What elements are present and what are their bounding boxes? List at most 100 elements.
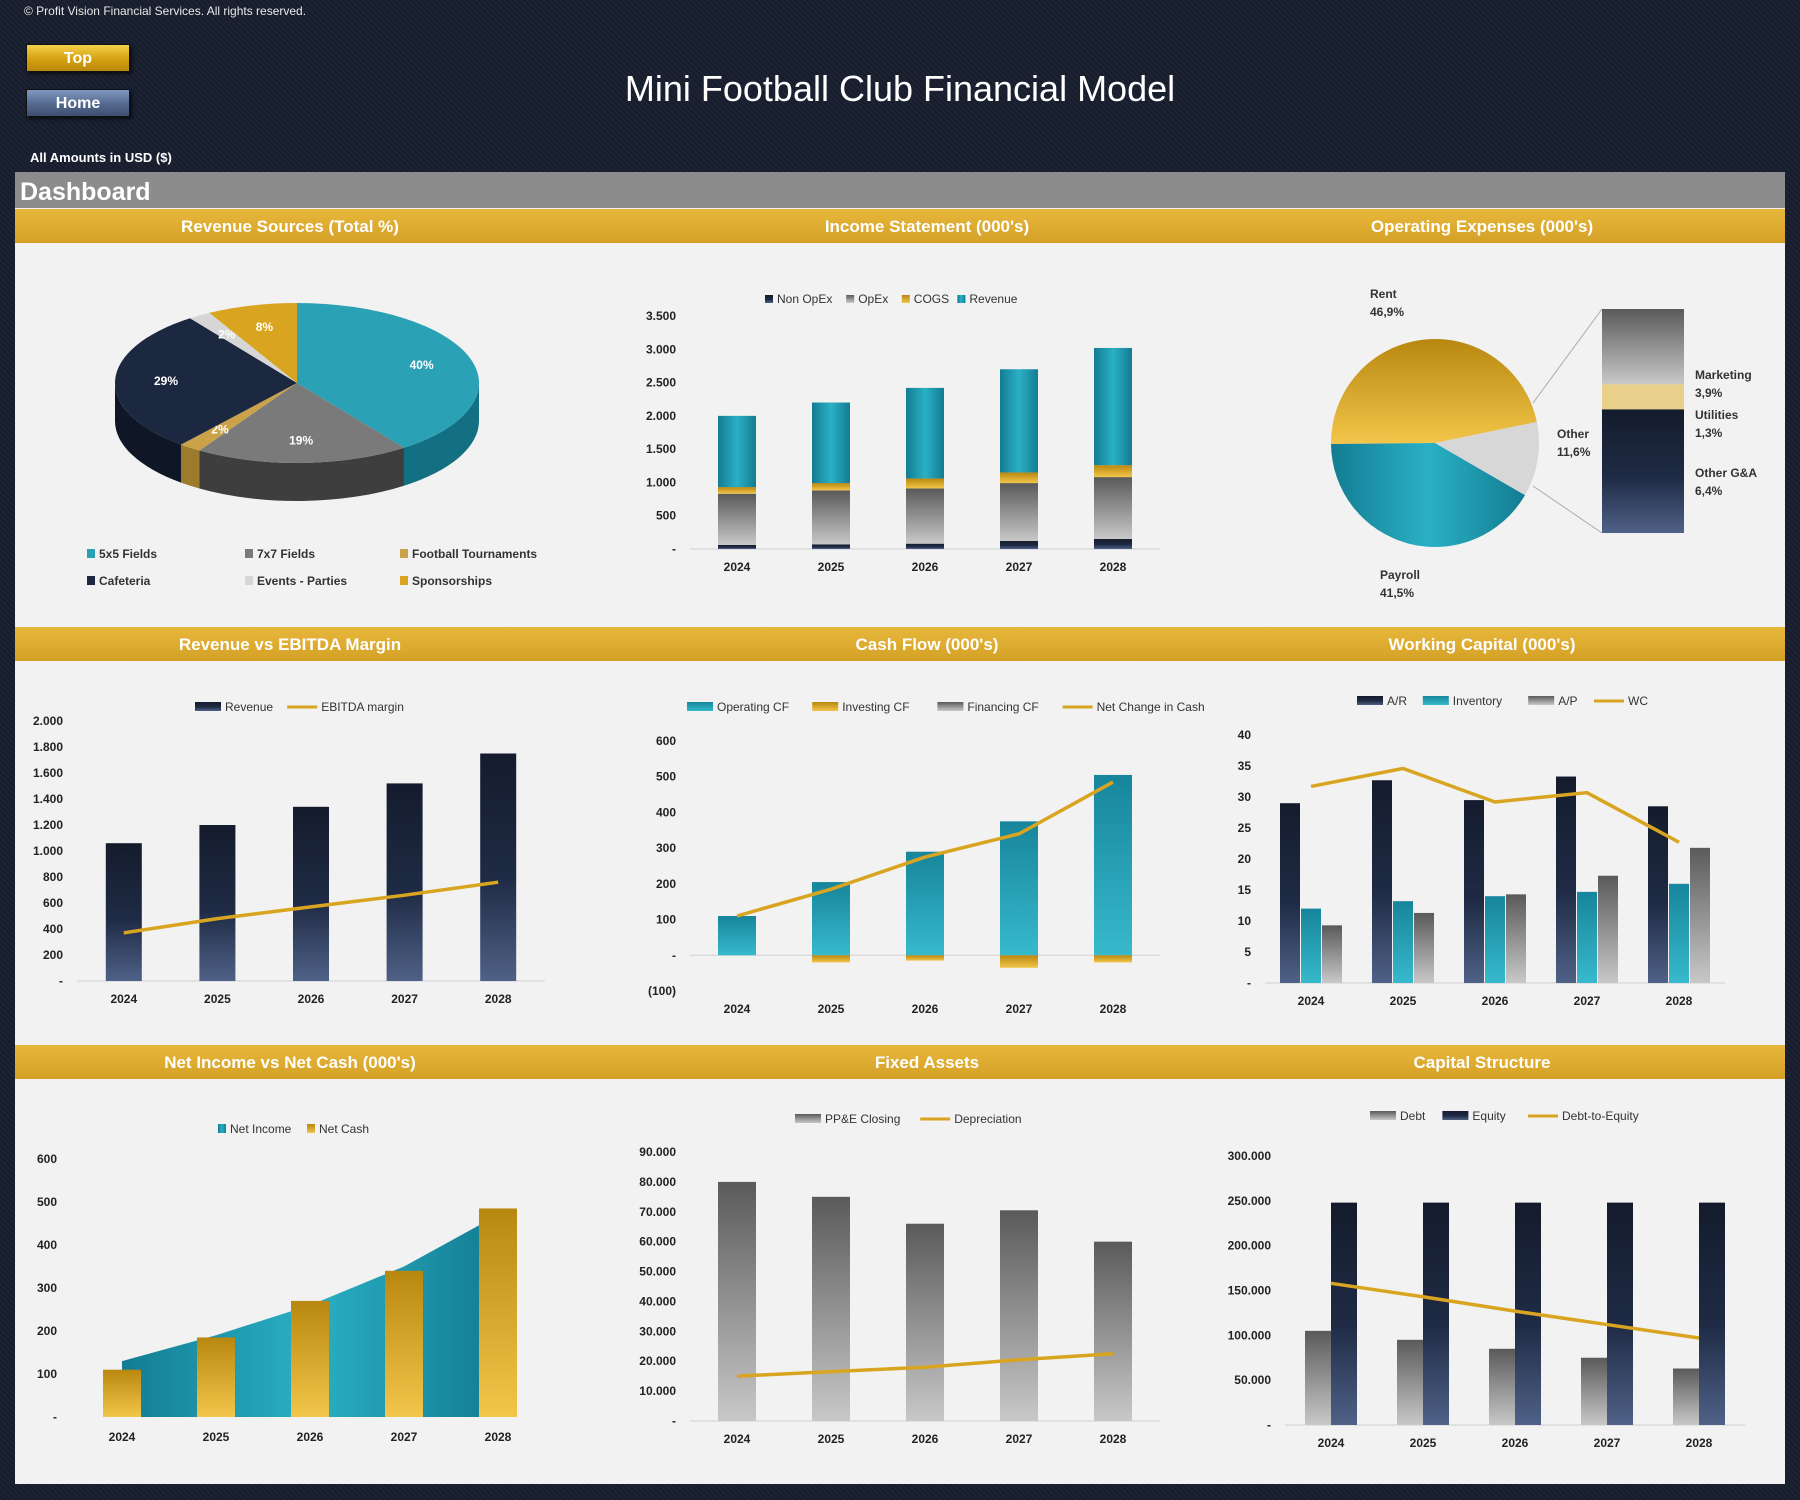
currency-note: All Amounts in USD ($) bbox=[30, 150, 172, 165]
pie-slice bbox=[190, 312, 297, 383]
pie-value-label: 41,5% bbox=[1380, 586, 1414, 600]
y-tick-label: 50.000 bbox=[1234, 1373, 1271, 1387]
bar-operating-cf bbox=[718, 916, 756, 956]
legend-swatch bbox=[812, 702, 839, 711]
y-tick-label: 30 bbox=[1238, 790, 1252, 804]
bar-equity bbox=[1331, 1202, 1357, 1425]
bar-opex bbox=[1000, 483, 1038, 542]
bar-revenue bbox=[105, 843, 142, 981]
bar-debt bbox=[1305, 1330, 1331, 1425]
bar-pp-e-closing bbox=[906, 1223, 944, 1421]
x-tick-label: 2027 bbox=[1594, 1436, 1621, 1450]
bar-a-p bbox=[1414, 912, 1434, 983]
x-tick-label: 2024 bbox=[109, 1430, 136, 1444]
pie-value-label: 1,3% bbox=[1695, 426, 1723, 440]
bar-net-cash bbox=[291, 1300, 329, 1417]
section-bar-row-3 bbox=[15, 1045, 1785, 1079]
bar-inventory bbox=[1669, 883, 1689, 983]
bar-cogs bbox=[1094, 465, 1132, 478]
section-title-net-income-vs-cash: Net Income vs Net Cash (000's) bbox=[164, 1053, 416, 1072]
bar-cogs bbox=[1000, 472, 1038, 484]
legend-label: OpEx bbox=[858, 292, 888, 306]
y-tick-label: 300.000 bbox=[1228, 1149, 1272, 1163]
bar-debt bbox=[1489, 1348, 1515, 1425]
bar-debt bbox=[1581, 1357, 1607, 1425]
bar-revenue bbox=[293, 806, 329, 981]
section-title-fixed-assets: Fixed Assets bbox=[874, 1053, 980, 1072]
pie-side-slice bbox=[199, 447, 404, 501]
x-tick-label: 2028 bbox=[1686, 1436, 1713, 1450]
connector-line bbox=[1532, 308, 1603, 404]
y-tick-label: 60.000 bbox=[639, 1235, 676, 1249]
y-tick-label: 1.800 bbox=[33, 740, 63, 754]
x-tick-label: 2025 bbox=[204, 992, 231, 1006]
bar-non-opex bbox=[718, 545, 756, 549]
y-tick-label: 1.600 bbox=[33, 766, 63, 780]
bar-segment bbox=[1602, 384, 1684, 410]
x-tick-label: 2025 bbox=[818, 1432, 845, 1446]
line-debt-to-equity bbox=[1330, 1281, 1700, 1340]
x-tick-label: 2026 bbox=[1502, 1436, 1529, 1450]
top-button[interactable]: Top bbox=[26, 44, 130, 72]
bar-investing-cf bbox=[1094, 955, 1132, 963]
legend-swatch bbox=[87, 549, 95, 558]
legend-label: Inventory bbox=[1453, 694, 1502, 708]
y-tick-label: 300 bbox=[656, 841, 676, 855]
bar-cogs bbox=[812, 483, 850, 491]
legend-swatch bbox=[846, 295, 855, 303]
operating-expenses-chart: Rent 46,9% Payroll 41,5% Other 11,6% Marketing… bbox=[1331, 287, 1757, 600]
legend-swatch bbox=[937, 702, 964, 711]
bar-pp-e-closing bbox=[1094, 1241, 1132, 1421]
bar-opex bbox=[812, 490, 850, 545]
legend-swatch bbox=[765, 295, 773, 303]
y-tick-label: - bbox=[1247, 976, 1251, 990]
y-tick-label: 2.000 bbox=[33, 714, 63, 728]
pie-category-label: Other bbox=[1557, 427, 1589, 441]
x-tick-label: 2025 bbox=[1410, 1436, 1437, 1450]
pie-value-label: 40% bbox=[410, 358, 434, 372]
legend-label: WC bbox=[1628, 694, 1648, 708]
dashboard-header-bar bbox=[15, 172, 1785, 208]
bar-investing-cf bbox=[1000, 955, 1038, 968]
working-capital-chart: 40 35 30 25 20 15 10 5 - 2024 2025 2026 2027 2028 A/R I… bbox=[1238, 694, 1725, 1008]
y-tick-label: 90.000 bbox=[639, 1145, 676, 1159]
x-tick-label: 2027 bbox=[1574, 994, 1601, 1008]
pie-side-slice bbox=[115, 383, 181, 483]
fixed-assets-chart: 90.000 80.000 70.000 60.000 50.000 40.000 30.0… bbox=[639, 1112, 1160, 1446]
pie-category-label: Rent bbox=[1370, 287, 1397, 301]
dashboard-title: Dashboard bbox=[20, 178, 151, 206]
y-tick-label: 100 bbox=[656, 913, 676, 927]
legend-label: A/P bbox=[1558, 694, 1577, 708]
x-tick-label: 2024 bbox=[724, 560, 751, 574]
home-button[interactable]: Home bbox=[26, 89, 130, 117]
legend-swatch bbox=[245, 576, 253, 585]
y-tick-label: 100 bbox=[37, 1367, 57, 1381]
section-title-revenue-vs-ebitda: Revenue vs EBITDA Margin bbox=[178, 635, 402, 654]
bar-a-r bbox=[1372, 780, 1392, 983]
bar-inventory bbox=[1485, 896, 1505, 983]
legend-label: Investing CF bbox=[842, 700, 909, 714]
legend-label: Sponsorships bbox=[412, 574, 492, 588]
line-depreciation bbox=[736, 1352, 1114, 1378]
y-tick-label: - bbox=[59, 974, 63, 988]
capital-structure-chart: 300.000 250.000 200.000 150.000 100.000 50.00… bbox=[1228, 1109, 1745, 1450]
pie-value-label: 8% bbox=[256, 320, 274, 334]
bar-equity bbox=[1423, 1202, 1449, 1425]
legend-label: Non OpEx bbox=[777, 292, 832, 306]
legend-label: COGS bbox=[914, 292, 949, 306]
legend-label: Operating CF bbox=[717, 700, 789, 714]
bar-a-r bbox=[1464, 800, 1484, 983]
y-tick-label: - bbox=[53, 1410, 57, 1424]
bar-cogs bbox=[906, 478, 944, 489]
y-tick-label: 400 bbox=[43, 922, 63, 936]
y-tick-label: - bbox=[1267, 1418, 1271, 1432]
x-tick-label: 2028 bbox=[1666, 994, 1693, 1008]
bar-investing-cf bbox=[906, 955, 944, 961]
legend-swatch bbox=[245, 549, 253, 558]
y-tick-label: 3.000 bbox=[646, 342, 676, 356]
y-tick-label: 1.200 bbox=[33, 818, 63, 832]
legend-label: Equity bbox=[1472, 1109, 1505, 1123]
bar-revenue bbox=[1000, 369, 1038, 473]
x-tick-label: 2025 bbox=[818, 1002, 845, 1016]
pie-slice bbox=[1331, 443, 1526, 548]
